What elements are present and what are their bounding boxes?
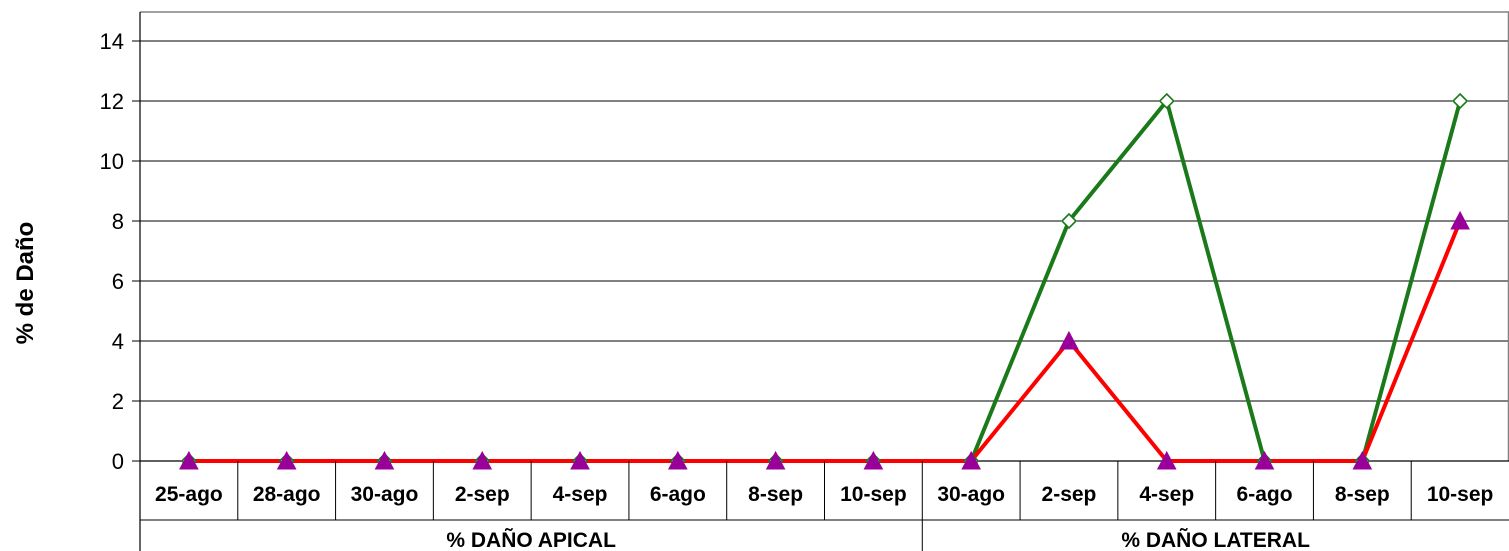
x-group-label: % DAÑO APICAL bbox=[446, 529, 616, 551]
x-category-label: 25-ago bbox=[155, 483, 223, 506]
series-2-point bbox=[667, 450, 688, 470]
x-group-label: % DAÑO LATERAL bbox=[1121, 529, 1310, 551]
series-1-point bbox=[1451, 92, 1469, 110]
series-1-point bbox=[1060, 212, 1078, 230]
series-2-point bbox=[276, 450, 297, 470]
x-axis-categories: 25-ago 28-ago 30-ago 2-sep 4-sep 6-ago 8-sep 10… bbox=[155, 461, 1493, 520]
series-2-point bbox=[374, 450, 395, 470]
series-2-point bbox=[1156, 450, 1177, 470]
x-category-label: 2-sep bbox=[1042, 483, 1097, 506]
x-category-label: 30-ago bbox=[351, 483, 419, 506]
series-2-point bbox=[570, 450, 590, 470]
y-tick-label: 12 bbox=[100, 89, 124, 114]
x-category-label: 8-sep bbox=[748, 483, 803, 506]
series-2-point bbox=[1352, 450, 1373, 470]
x-category-label: 2-sep bbox=[455, 483, 510, 506]
x-category-label: 4-sep bbox=[1139, 483, 1194, 506]
series-2-point bbox=[1059, 330, 1079, 350]
x-category-label: 10-sep bbox=[840, 483, 907, 506]
series-2-point bbox=[765, 450, 786, 470]
x-category-label: 30-ago bbox=[937, 483, 1005, 506]
y-tick-label: 10 bbox=[100, 149, 124, 174]
y-axis-ticks: 0 2 4 6 8 10 12 14 bbox=[100, 29, 140, 474]
x-category-label: 4-sep bbox=[553, 483, 608, 506]
gridlines bbox=[140, 40, 1509, 402]
series-2-point bbox=[1254, 450, 1275, 470]
x-category-label: 6-ago bbox=[650, 483, 706, 506]
x-category-label: 10-sep bbox=[1427, 483, 1494, 506]
series-2-point bbox=[472, 450, 493, 470]
series-2-point bbox=[1450, 210, 1470, 230]
series-1-point bbox=[1158, 92, 1175, 110]
y-tick-label: 2 bbox=[112, 389, 124, 414]
series-2-point bbox=[961, 450, 982, 470]
y-tick-label: 8 bbox=[112, 209, 124, 234]
series-2-point bbox=[179, 450, 199, 470]
x-axis-groups: % DAÑO APICAL % DAÑO LATERAL bbox=[446, 520, 1310, 551]
x-category-label: 28-ago bbox=[253, 483, 321, 506]
y-tick-label: 4 bbox=[112, 329, 124, 354]
y-tick-label: 6 bbox=[112, 269, 124, 294]
y-tick-label: 14 bbox=[100, 29, 124, 54]
x-category-label: 8-sep bbox=[1335, 483, 1390, 506]
y-axis-label: % de Daño bbox=[12, 222, 39, 345]
x-category-label: 6-ago bbox=[1237, 483, 1293, 506]
y-tick-label: 0 bbox=[112, 449, 124, 474]
series-2-point bbox=[863, 450, 884, 470]
